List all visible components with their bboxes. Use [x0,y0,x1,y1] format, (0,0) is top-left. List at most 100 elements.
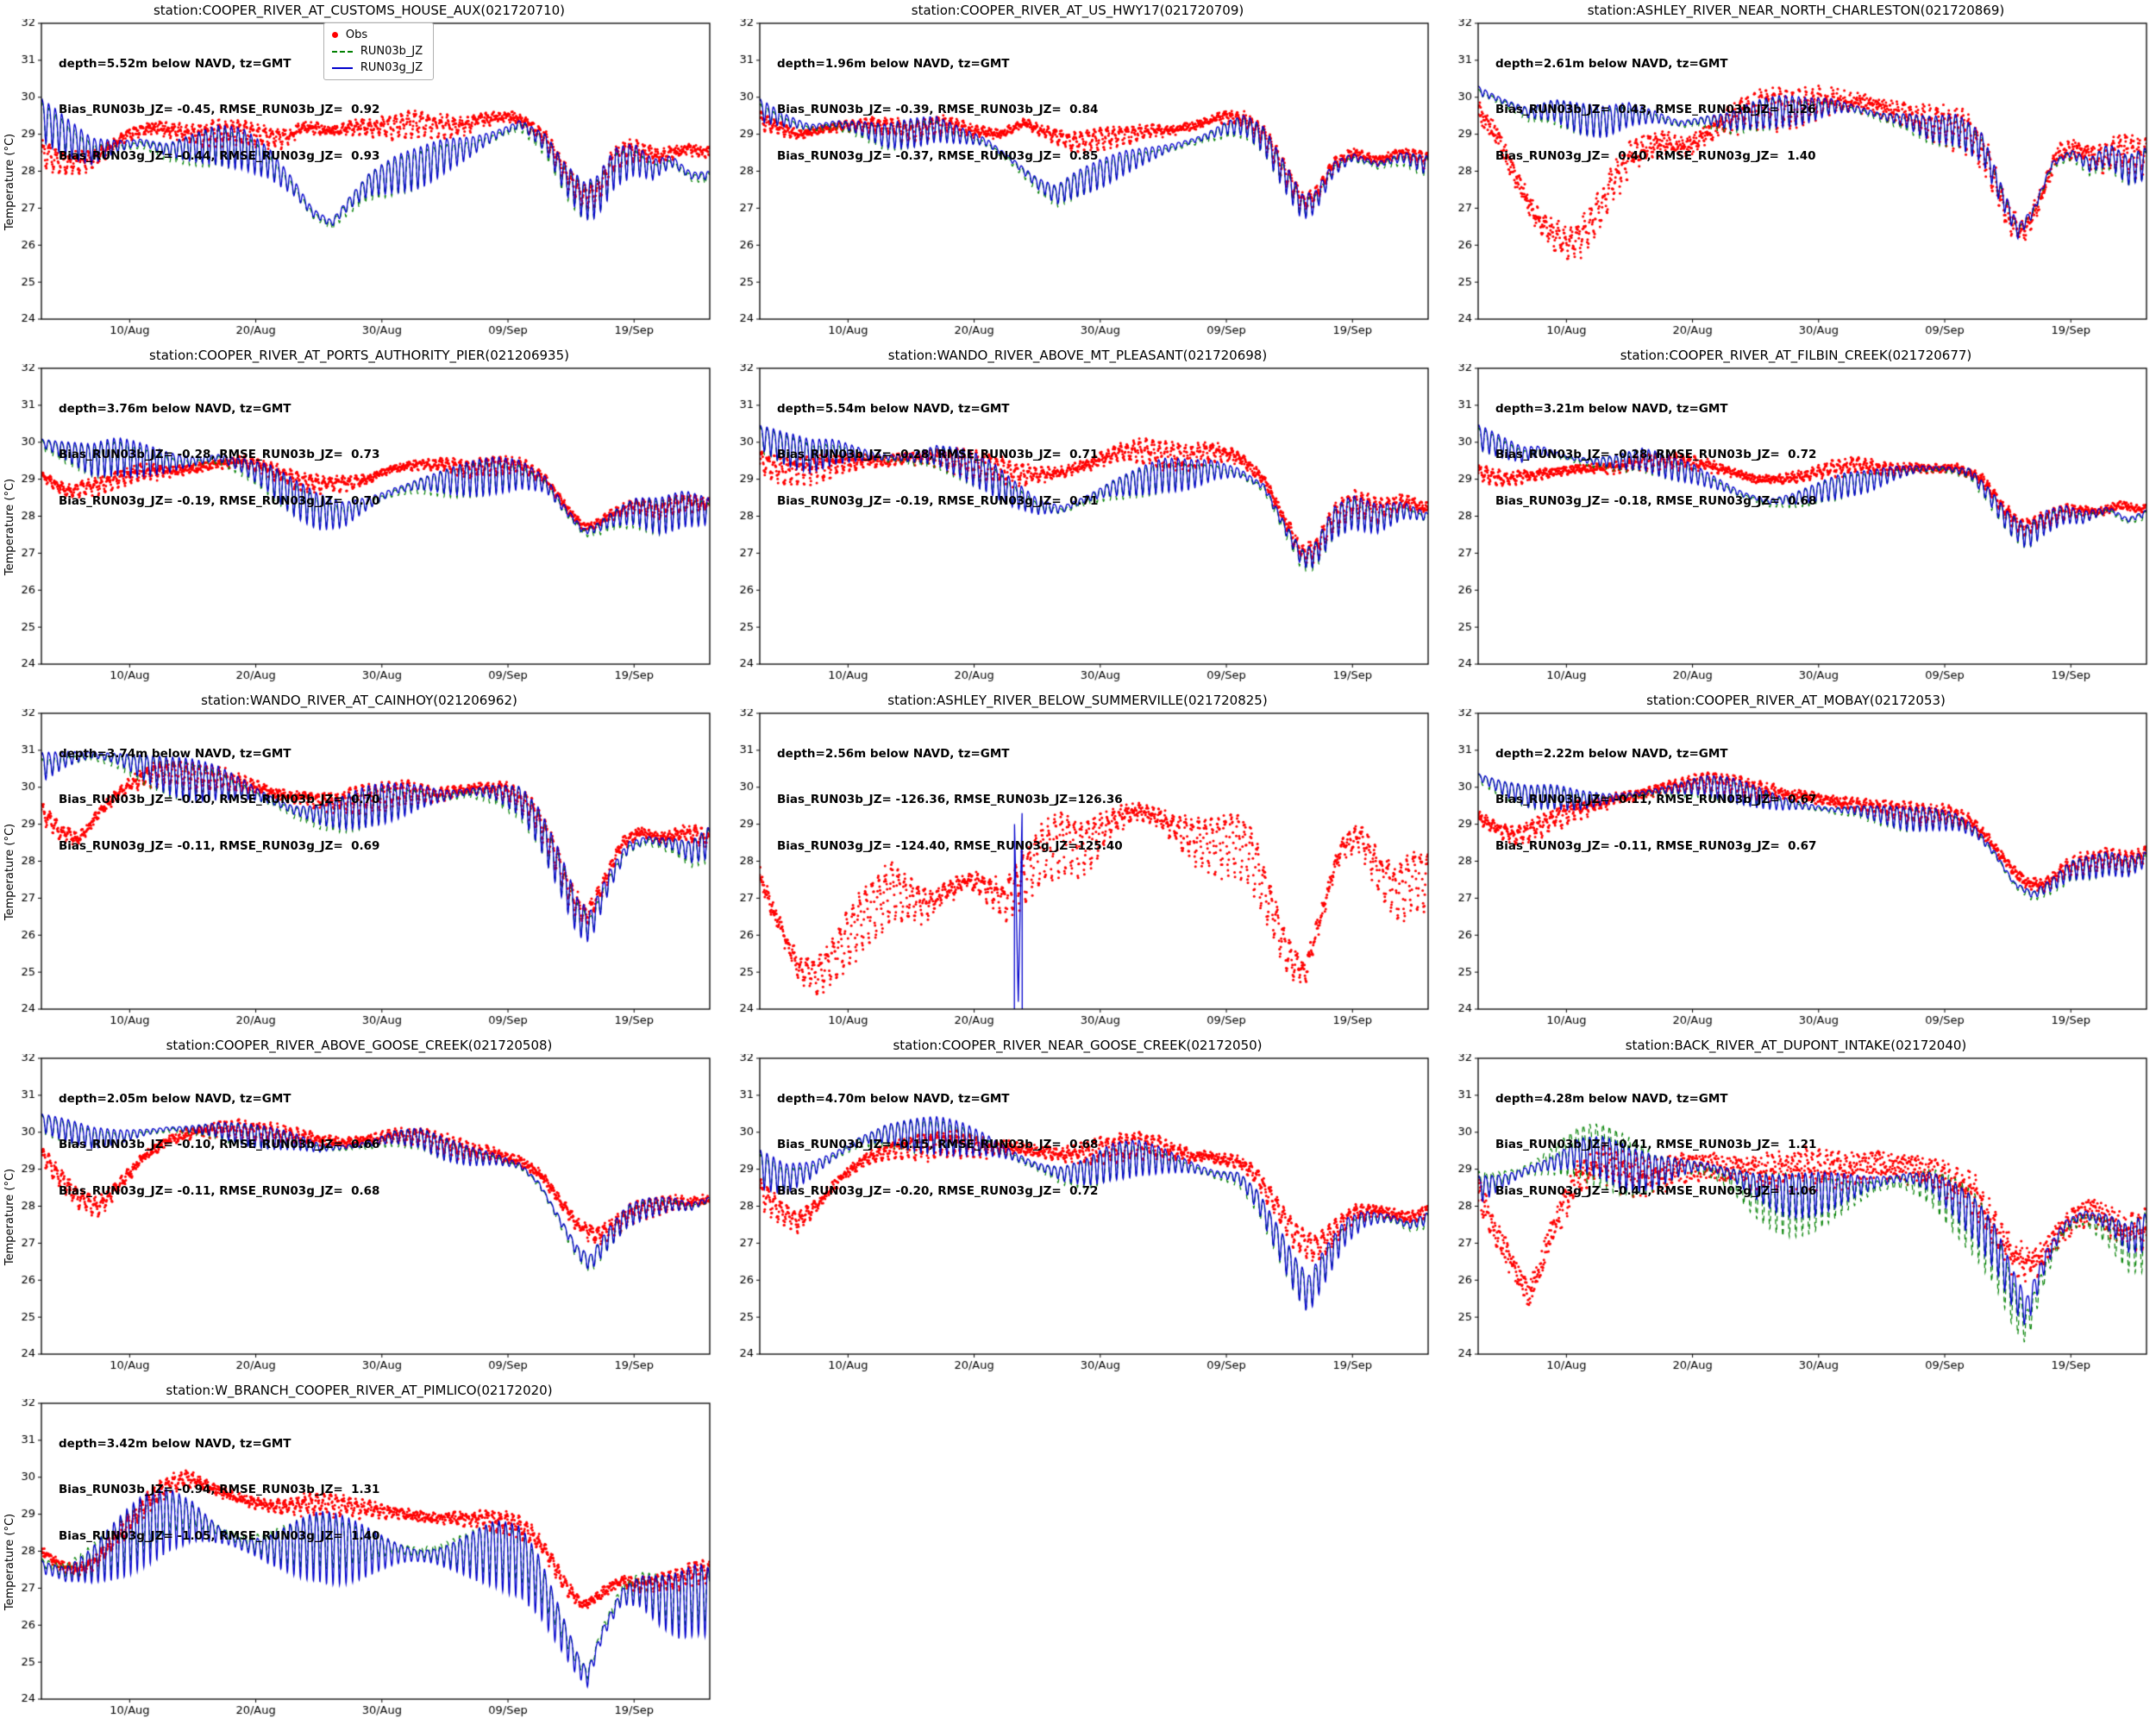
stats-annotation: depth=1.96m below NAVD, tz=GMT Bias_RUN0… [777,26,1098,195]
stats-annotation: depth=3.21m below NAVD, tz=GMT Bias_RUN0… [1495,371,1816,540]
plot-canvas [1437,709,2155,1035]
y-axis-label: Temperature (°C) [3,823,16,921]
subplot-11: station:COOPER_RIVER_NEAR_GOOSE_CREEK(02… [718,1035,1437,1380]
stats-annotation: depth=4.70m below NAVD, tz=GMT Bias_RUN0… [777,1061,1098,1230]
plot-area: depth=1.96m below NAVD, tz=GMT Bias_RUN0… [718,19,1437,345]
depth-annotation: depth=2.22m below NAVD, tz=GMT [1495,746,1728,761]
bias-run03g-annotation: Bias_RUN03g_JZ= 0.40, RMSE_RUN03g_JZ= 1.… [1495,148,1816,163]
depth-annotation: depth=4.70m below NAVD, tz=GMT [777,1091,1010,1106]
run03b-dashed-line-icon [331,50,353,53]
bias-run03b-annotation: Bias_RUN03b_JZ= -0.28, RMSE_RUN03b_JZ= 0… [59,448,380,462]
plot-title: station:ASHLEY_RIVER_BELOW_SUMMERVILLE(0… [887,693,1268,708]
bias-run03b-annotation: Bias_RUN03b_JZ= -0.39, RMSE_RUN03b_JZ= 0… [777,103,1099,117]
bias-run03g-annotation: Bias_RUN03g_JZ= -0.11, RMSE_RUN03g_JZ= 0… [1495,838,1817,853]
stats-annotation: depth=2.56m below NAVD, tz=GMT Bias_RUN0… [777,716,1123,885]
plot-title: station:BACK_RIVER_AT_DUPONT_INTAKE(0217… [1625,1038,1967,1053]
bias-run03b-annotation: Bias_RUN03b_JZ= -0.15, RMSE_RUN03b_JZ= 0… [777,1138,1099,1152]
depth-annotation: depth=3.42m below NAVD, tz=GMT [59,1436,291,1451]
plot-title: station:ASHLEY_RIVER_NEAR_NORTH_CHARLEST… [1587,3,2005,18]
bias-run03b-annotation: Bias_RUN03b_JZ= -0.11, RMSE_RUN03b_JZ= 0… [1495,793,1817,807]
plot-canvas [718,19,1437,345]
plot-canvas [0,709,718,1035]
depth-annotation: depth=3.21m below NAVD, tz=GMT [1495,401,1728,416]
subplot-5: station:WANDO_RIVER_ABOVE_MT_PLEASANT(02… [718,345,1437,690]
bias-run03b-annotation: Bias_RUN03b_JZ= -0.20, RMSE_RUN03b_JZ= 0… [59,793,380,807]
bias-run03b-annotation: Bias_RUN03b_JZ= -0.28, RMSE_RUN03b_JZ= 0… [777,448,1099,462]
bias-run03g-annotation: Bias_RUN03g_JZ= -0.41, RMSE_RUN03g_JZ= 1… [1495,1183,1817,1198]
plot-canvas [0,364,718,690]
depth-annotation: depth=2.61m below NAVD, tz=GMT [1495,56,1728,71]
bias-run03g-annotation: Bias_RUN03g_JZ= -124.40, RMSE_RUN03g_JZ=… [777,838,1123,853]
plot-title: station:COOPER_RIVER_AT_PORTS_AUTHORITY_… [149,348,569,363]
plot-title: station:COOPER_RIVER_AT_MOBAY(02172053) [1646,693,1946,708]
bias-run03g-annotation: Bias_RUN03g_JZ= -0.11, RMSE_RUN03g_JZ= 0… [59,838,380,853]
stats-annotation: depth=2.22m below NAVD, tz=GMT Bias_RUN0… [1495,716,1816,885]
bias-run03b-annotation: Bias_RUN03b_JZ= -0.28, RMSE_RUN03b_JZ= 0… [1495,448,1817,462]
plot-canvas [1437,19,2155,345]
legend-run03b-label: RUN03b_JZ [360,45,423,58]
stats-annotation: depth=3.76m below NAVD, tz=GMT Bias_RUN0… [59,371,379,540]
plot-area: depth=4.28m below NAVD, tz=GMT Bias_RUN0… [1437,1054,2155,1380]
legend-run03g-label: RUN03g_JZ [360,61,423,74]
subplot-4: station:COOPER_RIVER_AT_PORTS_AUTHORITY_… [0,345,718,690]
plot-title: station:COOPER_RIVER_NEAR_GOOSE_CREEK(02… [893,1038,1263,1053]
bias-run03g-annotation: Bias_RUN03g_JZ= -0.19, RMSE_RUN03g_JZ= 0… [777,493,1099,508]
plot-canvas [718,1054,1437,1380]
plot-area: Temperature (°C) depth=3.42m below NAVD,… [0,1399,718,1725]
depth-annotation: depth=5.54m below NAVD, tz=GMT [777,401,1010,416]
plot-title: station:COOPER_RIVER_AT_US_HWY17(0217207… [911,3,1244,18]
obs-dot-marker-icon [331,32,338,38]
stats-annotation: depth=4.28m below NAVD, tz=GMT Bias_RUN0… [1495,1061,1816,1230]
bias-run03b-annotation: Bias_RUN03b_JZ= -0.41, RMSE_RUN03b_JZ= 1… [1495,1138,1817,1152]
subplot-13: station:W_BRANCH_COOPER_RIVER_AT_PIMLICO… [0,1380,718,1725]
legend-item-run03g: RUN03g_JZ [331,60,423,76]
plot-canvas [1437,1054,2155,1380]
bias-run03b-annotation: Bias_RUN03b_JZ= -0.10, RMSE_RUN03b_JZ= 0… [59,1138,380,1152]
plot-title: station:WANDO_RIVER_ABOVE_MT_PLEASANT(02… [887,348,1268,363]
subplot-2: station:COOPER_RIVER_AT_US_HWY17(0217207… [718,0,1437,345]
depth-annotation: depth=2.56m below NAVD, tz=GMT [777,746,1010,761]
bias-run03g-annotation: Bias_RUN03g_JZ= -0.44, RMSE_RUN03g_JZ= 0… [59,148,380,163]
plot-area: depth=3.21m below NAVD, tz=GMT Bias_RUN0… [1437,364,2155,690]
subplot-8: station:ASHLEY_RIVER_BELOW_SUMMERVILLE(0… [718,690,1437,1035]
plot-canvas [718,364,1437,690]
bias-run03b-annotation: Bias_RUN03b_JZ= -126.36, RMSE_RUN03b_JZ=… [777,793,1123,807]
plot-title: station:COOPER_RIVER_AT_CUSTOMS_HOUSE_AU… [153,3,566,18]
stats-annotation: depth=2.05m below NAVD, tz=GMT Bias_RUN0… [59,1061,379,1230]
subplot-6: station:COOPER_RIVER_AT_FILBIN_CREEK(021… [1437,345,2155,690]
plot-area: depth=5.54m below NAVD, tz=GMT Bias_RUN0… [718,364,1437,690]
plot-canvas [718,709,1437,1035]
bias-run03g-annotation: Bias_RUN03g_JZ= -0.18, RMSE_RUN03g_JZ= 0… [1495,493,1817,508]
legend: Obs RUN03b_JZ RUN03g_JZ [323,22,435,80]
plot-area: depth=4.70m below NAVD, tz=GMT Bias_RUN0… [718,1054,1437,1380]
depth-annotation: depth=2.05m below NAVD, tz=GMT [59,1091,291,1106]
subplot-9: station:COOPER_RIVER_AT_MOBAY(02172053) … [1437,690,2155,1035]
plot-canvas [0,1399,718,1725]
bias-run03g-annotation: Bias_RUN03g_JZ= -0.19, RMSE_RUN03g_JZ= 0… [59,493,380,508]
bias-run03g-annotation: Bias_RUN03g_JZ= -0.20, RMSE_RUN03g_JZ= 0… [777,1183,1099,1198]
depth-annotation: depth=3.76m below NAVD, tz=GMT [59,401,291,416]
subplot-7: station:WANDO_RIVER_AT_CAINHOY(021206962… [0,690,718,1035]
plot-title: station:COOPER_RIVER_AT_FILBIN_CREEK(021… [1620,348,1972,363]
bias-run03b-annotation: Bias_RUN03b_JZ= 0.43, RMSE_RUN03b_JZ= 1.… [1495,103,1816,117]
legend-item-obs: Obs [331,27,423,43]
depth-annotation: depth=1.96m below NAVD, tz=GMT [777,56,1010,71]
y-axis-label: Temperature (°C) [3,478,16,576]
stats-annotation: depth=3.74m below NAVD, tz=GMT Bias_RUN0… [59,716,379,885]
y-axis-label: Temperature (°C) [3,1513,16,1611]
bias-run03g-annotation: Bias_RUN03g_JZ= -0.37, RMSE_RUN03g_JZ= 0… [777,148,1099,163]
bias-run03g-annotation: Bias_RUN03g_JZ= -0.11, RMSE_RUN03g_JZ= 0… [59,1183,380,1198]
subplot-12: station:BACK_RIVER_AT_DUPONT_INTAKE(0217… [1437,1035,2155,1380]
run03g-solid-line-icon [331,66,353,69]
legend-obs-label: Obs [345,28,368,41]
depth-annotation: depth=3.74m below NAVD, tz=GMT [59,746,291,761]
stats-annotation: depth=5.52m below NAVD, tz=GMT Bias_RUN0… [59,26,379,195]
bias-run03b-annotation: Bias_RUN03b_JZ= -0.94, RMSE_RUN03b_JZ= 1… [59,1483,380,1497]
plot-canvas [0,1054,718,1380]
plot-area: Temperature (°C) depth=2.05m below NAVD,… [0,1054,718,1380]
legend-item-run03b: RUN03b_JZ [331,43,423,60]
subplot-10: station:COOPER_RIVER_ABOVE_GOOSE_CREEK(0… [0,1035,718,1380]
depth-annotation: depth=4.28m below NAVD, tz=GMT [1495,1091,1728,1106]
